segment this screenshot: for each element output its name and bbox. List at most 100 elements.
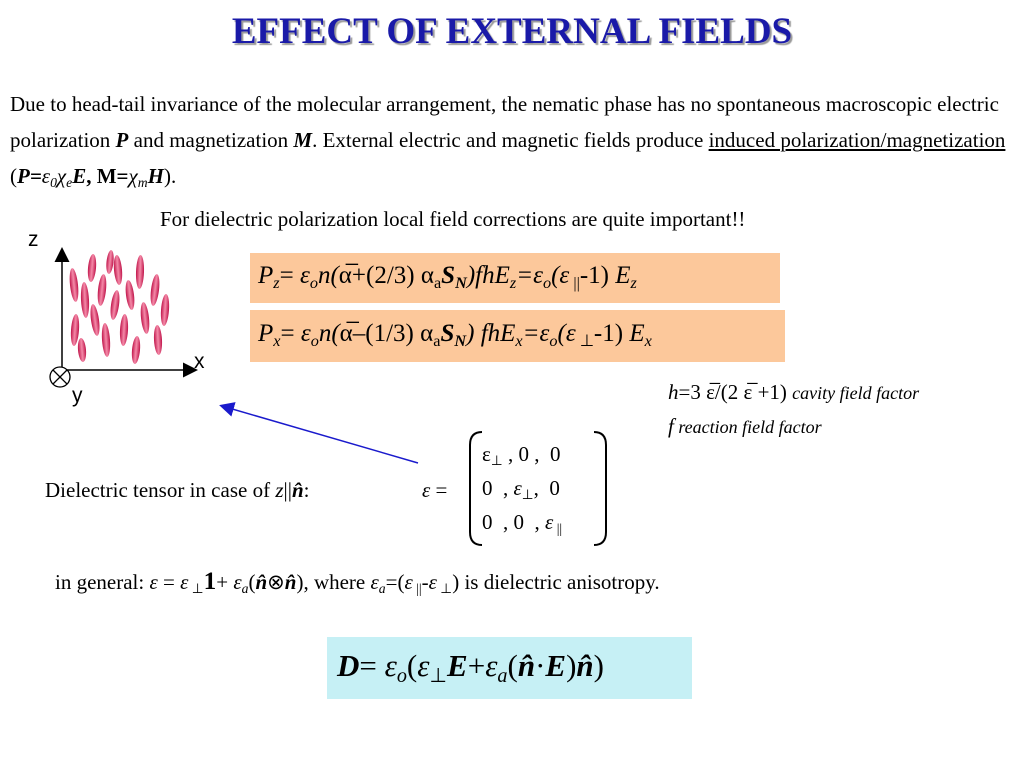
text-part: o — [542, 273, 552, 292]
text-part: a — [433, 273, 442, 292]
formula-pz: Pz= εon(α̅+(2/3) αaSN)fhEz=εo(ε ||-1) Ez — [258, 262, 637, 293]
text-part: ⊥ — [188, 581, 204, 597]
text-part: o — [549, 331, 558, 350]
text-part: : — [303, 478, 310, 502]
text-part: +1) — [752, 380, 793, 404]
text-part: e — [66, 175, 73, 191]
text-part: –(1/3) — [352, 320, 421, 347]
matrix-brackets — [469, 431, 607, 546]
text-part: , 0 , 0 — [502, 442, 561, 466]
text-part: || — [569, 273, 580, 292]
text-part: ⊥ — [429, 665, 448, 688]
text-part: + — [216, 570, 234, 594]
text-part: z — [273, 273, 280, 292]
text-part: n̂ — [517, 648, 536, 683]
text-part: n̂ — [255, 570, 268, 594]
text-part: ) — [566, 648, 577, 683]
text-part: · — [535, 648, 546, 683]
text-part: x — [515, 331, 523, 350]
text-part: , M= — [86, 164, 129, 188]
text-part: f — [668, 414, 674, 438]
text-part: ε — [545, 510, 554, 534]
text-part: || — [412, 581, 422, 597]
molecules — [69, 250, 170, 364]
text-part: ε — [485, 648, 498, 683]
text-part: reaction field factor — [673, 417, 822, 437]
text-part: ) fhE — [466, 320, 516, 347]
text-part: ε — [417, 648, 430, 683]
text-part: 0 — [50, 175, 57, 191]
text-part: M — [293, 128, 313, 152]
text-part: x — [273, 331, 281, 350]
text-part: ε — [513, 476, 522, 500]
text-part: . External electric and magnetic fields … — [312, 128, 709, 152]
text-part: =3 — [678, 380, 707, 404]
text-part: P — [115, 128, 129, 152]
text-part: Dielectric tensor in case of — [45, 478, 276, 502]
text-part: is dielectric anisotropy. — [459, 570, 660, 594]
text-part: E — [72, 164, 87, 188]
tensor-label: Dielectric tensor in case of z||n̂: — [45, 478, 309, 503]
matrix-row: 0 , ε⊥, 0 — [482, 476, 560, 503]
text-part: P= — [17, 164, 42, 188]
text-part: ), where — [296, 570, 371, 594]
text-part: ⊥ — [436, 581, 453, 597]
text-part: o — [310, 331, 319, 350]
arrow — [219, 402, 419, 464]
text-part: Due to head-tail invariance of the molec… — [10, 92, 1005, 152]
text-part: ε — [233, 570, 242, 594]
formula-d: D= εo(ε⊥E+εa(n̂·E)n̂) — [337, 648, 604, 688]
text-part: ⊥ — [490, 453, 503, 469]
text-part: E — [629, 320, 645, 347]
formula-box — [250, 253, 780, 303]
text-part: ε — [370, 570, 379, 594]
axis-label: x — [194, 350, 205, 373]
text-part: h — [668, 380, 679, 404]
text-part: ⊗ — [267, 570, 285, 594]
text-part: = — [157, 570, 181, 594]
text-part: α̅ — [339, 320, 353, 347]
text-part: induced polarization/magnetization — [708, 128, 1006, 152]
text-part: ( — [551, 262, 560, 289]
formula-px: Px= εon(α̅–(1/3) αaSN) fhEx=εo(ε ⊥-1) Ex — [258, 320, 652, 351]
text-part: /(2 — [714, 380, 744, 404]
text-part: ε — [299, 262, 310, 289]
text-part: 1 — [203, 568, 217, 595]
text-part: χ — [128, 164, 138, 188]
text-part: and magnetization — [128, 128, 294, 152]
text-part: 0 , — [482, 476, 514, 500]
text-part: E — [545, 648, 567, 683]
text-part: n( — [317, 262, 339, 289]
axis-label: y — [72, 384, 83, 407]
general: in general: ε = ε ⊥1+ εa(n̂⊗n̂), where ε… — [55, 568, 660, 597]
reaction-factor: f reaction field factor — [668, 414, 822, 439]
text-part: = — [359, 648, 385, 683]
intro: Due to head-tail invariance of the molec… — [10, 86, 1015, 201]
formula-box — [250, 310, 785, 362]
text-part: α — [420, 262, 434, 289]
text-part: n( — [318, 320, 340, 347]
text-part: S — [440, 320, 455, 347]
text-part: )fhE — [466, 262, 510, 289]
text-part: ). — [163, 164, 177, 188]
text-part: ) — [452, 570, 460, 594]
text-part: a — [497, 665, 508, 688]
text-part: , 0 — [533, 476, 560, 500]
text-part: + — [467, 648, 486, 683]
text-part: ε̅ — [743, 380, 753, 404]
text-part: : — [138, 570, 150, 594]
axis-label: z — [28, 228, 39, 251]
y-axis-symbol — [49, 366, 71, 388]
text-part: in general — [55, 570, 139, 594]
text-part: = — [430, 478, 448, 502]
text-part: ε — [180, 570, 189, 594]
text-part: z — [509, 273, 517, 292]
formula-box — [327, 637, 692, 699]
text-part: 0 , 0 , — [482, 510, 545, 534]
text-part: P — [258, 320, 274, 347]
text-part: n̂ — [284, 570, 297, 594]
text-part: ε — [422, 478, 431, 502]
text-part: ε — [404, 570, 413, 594]
text-part: ε — [533, 262, 543, 289]
